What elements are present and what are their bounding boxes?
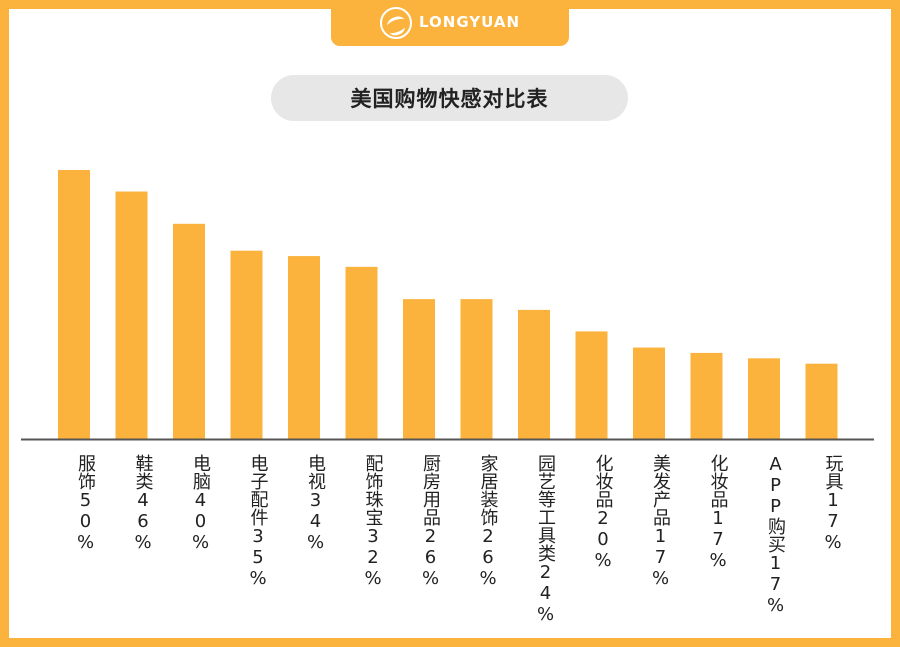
category-label-8: 园艺等工具类24% [535,454,556,625]
bar-4 [288,256,320,439]
bar-12 [748,358,780,439]
bar-11 [690,352,723,439]
category-label-10: 美发产品17% [650,454,671,589]
logo-icon [380,7,412,39]
category-label-4: 电视34% [305,454,326,553]
category-label-3: 电子配件35% [247,454,269,589]
category-label-11: 化妆品17% [707,454,729,571]
bar-6 [403,299,435,439]
category-label-9: 化妆品20% [592,454,614,571]
bar-2 [173,223,205,439]
category-label-1: 鞋类46% [132,454,154,553]
category-label-5: 配饰珠宝32% [362,454,384,589]
bar-3 [230,250,263,439]
bar-0 [58,170,90,439]
category-label-13: 玩具17% [822,454,844,553]
category-label-7: 家居装饰26% [477,454,499,589]
bar-10 [633,347,665,439]
title-pill: 美国购物快感对比表 [271,75,628,121]
bar-9 [575,331,608,439]
chart-title: 美国购物快感对比表 [350,87,549,111]
bar-1 [115,191,148,439]
bar-7 [460,299,493,439]
bar-5 [345,266,378,439]
logo-text: LONGYUAN [419,13,521,31]
category-label-0: 服饰50% [75,454,96,553]
bar-8 [518,309,550,439]
logo-tab [331,0,569,46]
category-label-2: 电脑40% [190,454,211,553]
bar-13 [805,363,838,439]
category-label-6: 厨房用品26% [420,454,441,589]
category-label-12: APP购买17% [765,454,786,616]
